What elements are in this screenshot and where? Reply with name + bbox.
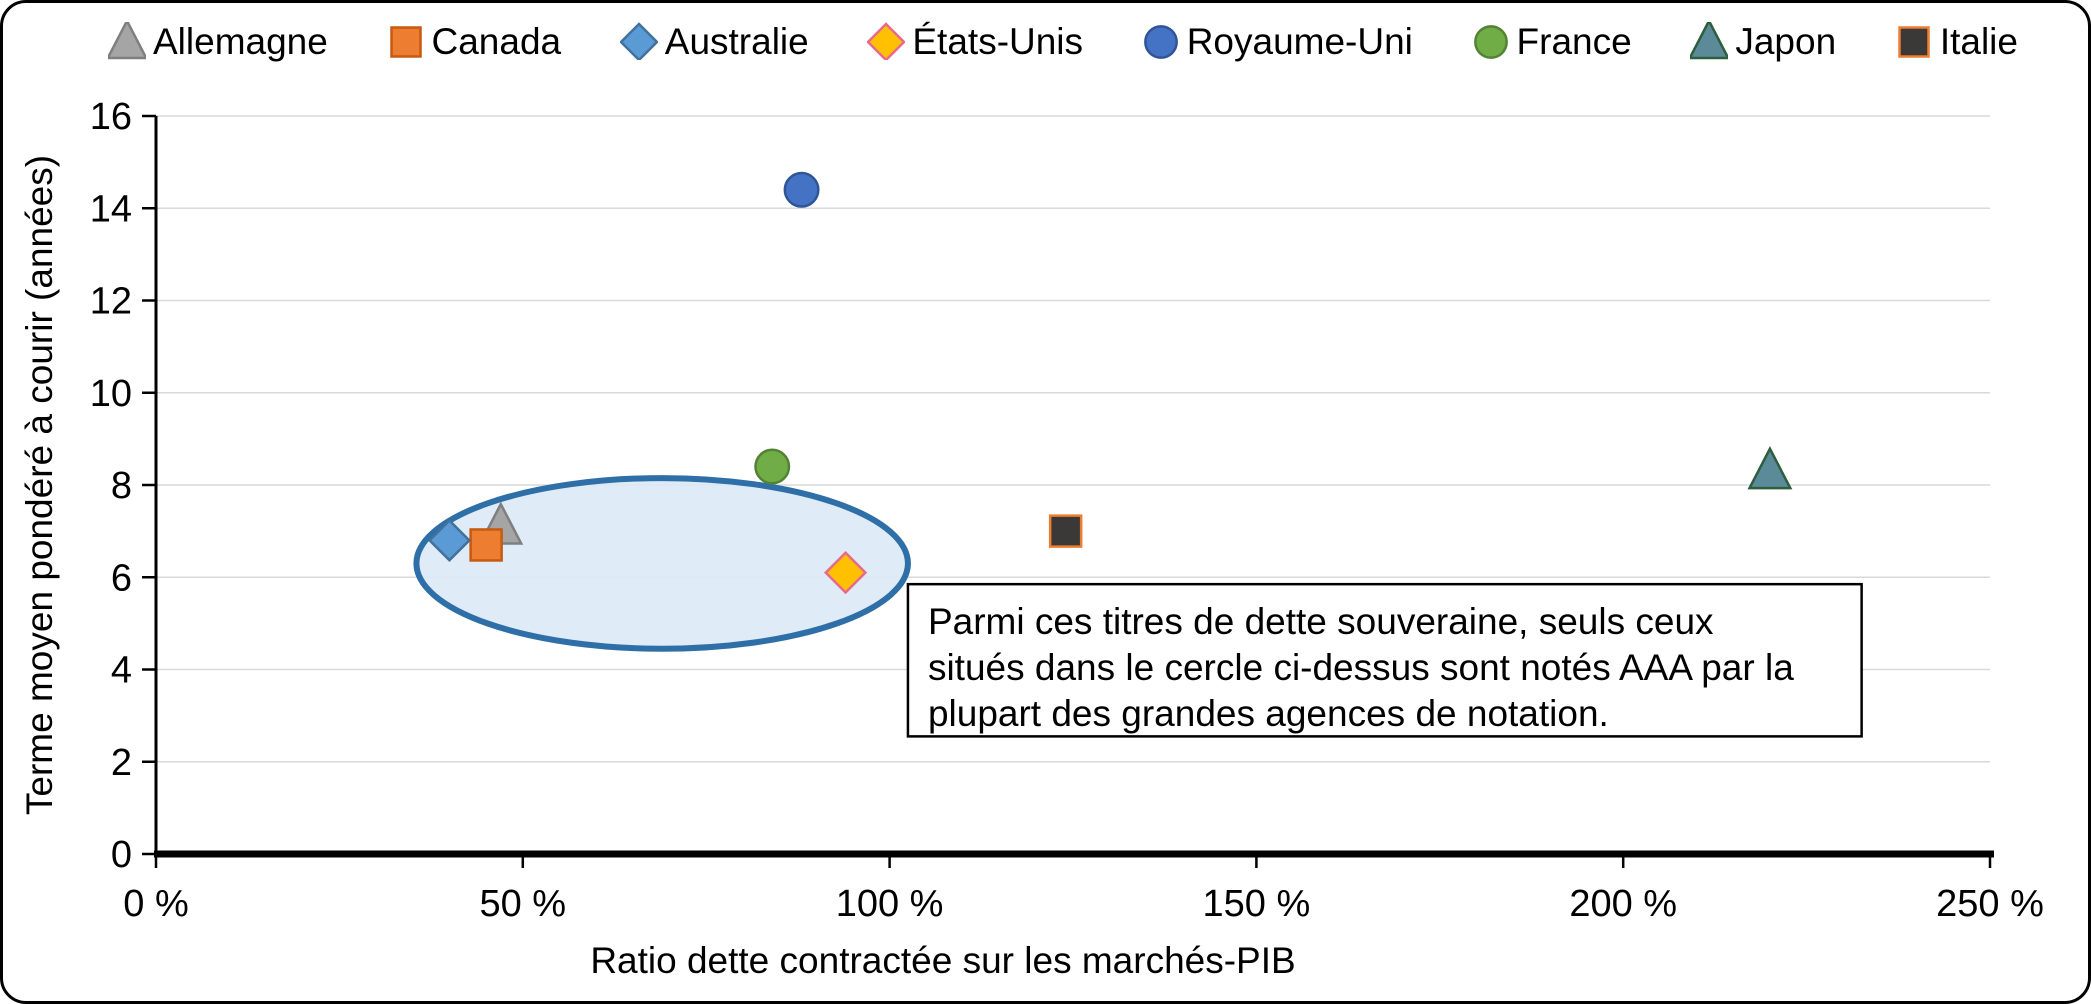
legend-label: France [1516,20,1632,62]
triangle-marker-icon [108,22,146,60]
legend-marker-italie [1898,26,1930,58]
y-tick-label: 14 [90,188,132,230]
legend-item-royaume-uni: Royaume-Uni [1142,22,1413,60]
legend-item-canada: Canada [387,20,562,62]
legend-item-australie: Australie [619,20,809,62]
x-tick-label: 250 % [1936,883,2044,925]
legend-marker-japon [1690,22,1729,60]
legend-label: Australie [664,20,809,62]
y-axis-title: Terme moyen pondéré à courir (années) [19,154,60,816]
y-tick-label: 10 [90,373,132,415]
annotation-box [906,582,1863,738]
circle-marker-icon [1143,25,1178,59]
legend-label: Japon [1735,20,1837,62]
y-tick-label: 0 [111,834,132,876]
square-marker-icon [389,26,422,58]
legend-marker-france [1473,25,1508,59]
x-tick-label: 0 % [123,883,188,925]
aaa-highlight-ellipse [413,475,911,652]
legend-marker-états-unis [867,22,906,60]
legend-label: Allemagne [153,20,328,62]
diamond-marker-icon [867,22,906,60]
legend-label: États-Unis [912,20,1084,62]
y-tick-label: 8 [111,465,132,507]
legend-marker-canada [389,26,422,58]
data-point-australie [427,518,472,562]
triangle-marker-icon [1690,22,1729,60]
legend-item-italie: Italie [1895,22,2018,60]
y-tick-label: 6 [111,557,132,599]
x-tick-label: 50 % [479,883,566,925]
x-tick-label: 100 % [836,883,944,925]
diamond-marker-icon [619,22,658,60]
data-point-états-unis [823,551,868,595]
data-point-canada [469,528,503,562]
chart-legend: Allemagne Canada Australie États-Unis Royaum… [108,15,2018,67]
data-point-japon [1747,446,1793,490]
data-point-royaume-uni [783,171,820,208]
annotation-text: Parmi ces titres de dette souveraine, se… [928,601,1794,734]
legend-item-japon: Japon [1690,22,1836,60]
legend-marker-allemagne [108,22,146,60]
data-point-italie [1048,514,1083,548]
x-tick-label: 200 % [1569,883,1677,925]
square-marker-icon [1898,26,1930,58]
legend-item-états-unis: États-Unis [867,22,1083,60]
scatter-plot: 0 2 4 6 8 10 12 14 16 0 % 50 % 100 % 150 % 200 % 250 %… [90,96,2044,925]
legend-label: Royaume-Uni [1186,20,1413,62]
legend-item-allemagne: Allemagne [108,22,328,60]
legend-item-france: France [1472,22,1632,60]
circle-marker-icon [1473,25,1508,59]
legend-label: Canada [431,20,562,62]
x-tick-label: 150 % [1203,883,1311,925]
y-tick-label: 12 [90,281,132,323]
legend-marker-australie [619,22,658,60]
legend-label: Italie [1939,20,2018,62]
legend-marker-royaume-uni [1143,25,1178,59]
data-point-france [754,448,791,485]
y-tick-label: 2 [111,742,132,784]
y-tick-label: 16 [90,96,132,138]
x-axis-title: Ratio dette contractée sur les marchés-P… [590,940,1296,981]
y-tick-label: 4 [111,650,132,692]
